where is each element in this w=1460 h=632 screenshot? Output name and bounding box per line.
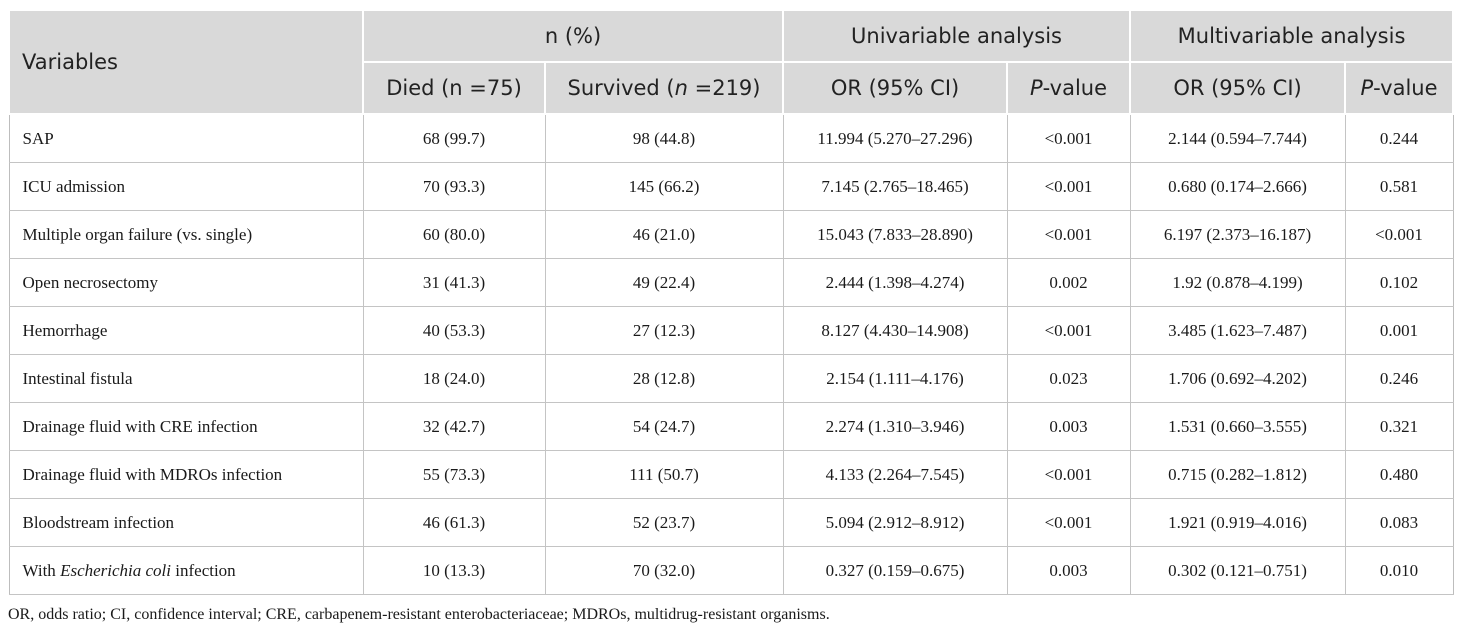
row-uni-or: 8.127 (4.430–14.908) bbox=[783, 306, 1008, 355]
row-multi-p: 0.010 bbox=[1345, 546, 1454, 595]
row-multi-or: 2.144 (0.594–7.744) bbox=[1130, 113, 1346, 163]
header-survived: Survived (n =219) bbox=[543, 61, 785, 115]
row-died: 32 (42.7) bbox=[363, 402, 546, 451]
row-variable: Hemorrhage bbox=[9, 306, 364, 355]
row-died: 60 (80.0) bbox=[363, 210, 546, 259]
row-variable: Intestinal fistula bbox=[9, 354, 364, 403]
header-died: Died (n =75) bbox=[362, 61, 546, 115]
table-row: Drainage fluid with MDROs infection 55 (… bbox=[9, 450, 1454, 499]
row-multi-or: 6.197 (2.373–16.187) bbox=[1130, 210, 1346, 259]
row-uni-p: <0.001 bbox=[1007, 113, 1131, 163]
row-survived: 46 (21.0) bbox=[545, 210, 784, 259]
header-multivariable: Multivariable analysis bbox=[1129, 9, 1455, 63]
row-uni-p: 0.003 bbox=[1007, 402, 1131, 451]
table-row: Open necrosectomy 31 (41.3) 49 (22.4) 2.… bbox=[9, 258, 1454, 307]
table-row: Hemorrhage 40 (53.3) 27 (12.3) 8.127 (4.… bbox=[9, 306, 1454, 355]
header-multi-or-ci: OR (95% CI) bbox=[1129, 61, 1347, 115]
row-died: 70 (93.3) bbox=[363, 162, 546, 211]
row-variable: SAP bbox=[9, 113, 364, 163]
row-uni-or: 2.274 (1.310–3.946) bbox=[783, 402, 1008, 451]
row-variable: Drainage fluid with CRE infection bbox=[9, 402, 364, 451]
table-row: Intestinal fistula 18 (24.0) 28 (12.8) 2… bbox=[9, 354, 1454, 403]
row-survived: 54 (24.7) bbox=[545, 402, 784, 451]
row-uni-p: <0.001 bbox=[1007, 210, 1131, 259]
row-died: 31 (41.3) bbox=[363, 258, 546, 307]
row-survived: 27 (12.3) bbox=[545, 306, 784, 355]
row-multi-p: <0.001 bbox=[1345, 210, 1454, 259]
row-uni-or: 15.043 (7.833–28.890) bbox=[783, 210, 1008, 259]
header-n-percent: n (%) bbox=[361, 9, 785, 63]
row-died: 40 (53.3) bbox=[363, 306, 546, 355]
row-multi-or: 0.680 (0.174–2.666) bbox=[1130, 162, 1346, 211]
row-survived: 28 (12.8) bbox=[545, 354, 784, 403]
row-variable: Bloodstream infection bbox=[9, 498, 364, 547]
row-uni-or: 4.133 (2.264–7.545) bbox=[783, 450, 1008, 499]
row-died: 18 (24.0) bbox=[363, 354, 546, 403]
row-uni-or: 5.094 (2.912–8.912) bbox=[783, 498, 1008, 547]
row-uni-p: 0.003 bbox=[1007, 546, 1131, 595]
results-table: Variables n (%) Univariable analysis Mul… bbox=[8, 9, 1455, 595]
row-uni-p: <0.001 bbox=[1007, 306, 1131, 355]
row-variable: Open necrosectomy bbox=[9, 258, 364, 307]
row-multi-p: 0.246 bbox=[1345, 354, 1454, 403]
header-uni-p-value: P-value bbox=[1006, 61, 1132, 115]
row-multi-p: 0.083 bbox=[1345, 498, 1454, 547]
row-died: 10 (13.3) bbox=[363, 546, 546, 595]
row-variable: With Escherichia coli infection bbox=[9, 546, 364, 595]
row-died: 46 (61.3) bbox=[363, 498, 546, 547]
row-survived: 52 (23.7) bbox=[545, 498, 784, 547]
row-multi-or: 1.531 (0.660–3.555) bbox=[1130, 402, 1346, 451]
row-multi-p: 0.244 bbox=[1345, 113, 1454, 163]
row-uni-p: 0.023 bbox=[1007, 354, 1131, 403]
row-multi-p: 0.480 bbox=[1345, 450, 1454, 499]
row-variable: ICU admission bbox=[9, 162, 364, 211]
row-uni-or: 2.154 (1.111–4.176) bbox=[783, 354, 1008, 403]
table-row: Multiple organ failure (vs. single) 60 (… bbox=[9, 210, 1454, 259]
header-variables: Variables bbox=[8, 9, 364, 115]
header-uni-or-ci: OR (95% CI) bbox=[782, 61, 1009, 115]
row-survived: 98 (44.8) bbox=[545, 113, 784, 163]
row-multi-or: 1.92 (0.878–4.199) bbox=[1130, 258, 1346, 307]
row-uni-p: <0.001 bbox=[1007, 498, 1131, 547]
row-uni-or: 7.145 (2.765–18.465) bbox=[783, 162, 1008, 211]
row-multi-p: 0.001 bbox=[1345, 306, 1454, 355]
row-multi-or: 1.921 (0.919–4.016) bbox=[1130, 498, 1346, 547]
header-univariable: Univariable analysis bbox=[782, 9, 1132, 63]
header-multi-p-value: P-value bbox=[1344, 61, 1455, 115]
table-row: SAP 68 (99.7) 98 (44.8) 11.994 (5.270–27… bbox=[9, 113, 1454, 163]
row-multi-or: 0.302 (0.121–0.751) bbox=[1130, 546, 1346, 595]
table-row: With Escherichia coli infection 10 (13.3… bbox=[9, 546, 1454, 595]
row-multi-or: 1.706 (0.692–4.202) bbox=[1130, 354, 1346, 403]
row-uni-or: 2.444 (1.398–4.274) bbox=[783, 258, 1008, 307]
row-variable: Drainage fluid with MDROs infection bbox=[9, 450, 364, 499]
table-row: ICU admission 70 (93.3) 145 (66.2) 7.145… bbox=[9, 162, 1454, 211]
row-survived: 70 (32.0) bbox=[545, 546, 784, 595]
row-uni-or: 11.994 (5.270–27.296) bbox=[783, 113, 1008, 163]
row-survived: 49 (22.4) bbox=[545, 258, 784, 307]
row-died: 68 (99.7) bbox=[363, 113, 546, 163]
row-uni-or: 0.327 (0.159–0.675) bbox=[783, 546, 1008, 595]
table-row: Bloodstream infection 46 (61.3) 52 (23.7… bbox=[9, 498, 1454, 547]
row-survived: 111 (50.7) bbox=[545, 450, 784, 499]
row-variable: Multiple organ failure (vs. single) bbox=[9, 210, 364, 259]
row-survived: 145 (66.2) bbox=[545, 162, 784, 211]
table-footnote: OR, odds ratio; CI, confidence interval;… bbox=[8, 606, 830, 623]
row-multi-p: 0.321 bbox=[1345, 402, 1454, 451]
row-died: 55 (73.3) bbox=[363, 450, 546, 499]
table-row: Drainage fluid with CRE infection 32 (42… bbox=[9, 402, 1454, 451]
row-uni-p: 0.002 bbox=[1007, 258, 1131, 307]
row-uni-p: <0.001 bbox=[1007, 162, 1131, 211]
row-uni-p: <0.001 bbox=[1007, 450, 1131, 499]
row-multi-or: 0.715 (0.282–1.812) bbox=[1130, 450, 1346, 499]
row-multi-p: 0.102 bbox=[1345, 258, 1454, 307]
row-multi-or: 3.485 (1.623–7.487) bbox=[1130, 306, 1346, 355]
row-multi-p: 0.581 bbox=[1345, 162, 1454, 211]
